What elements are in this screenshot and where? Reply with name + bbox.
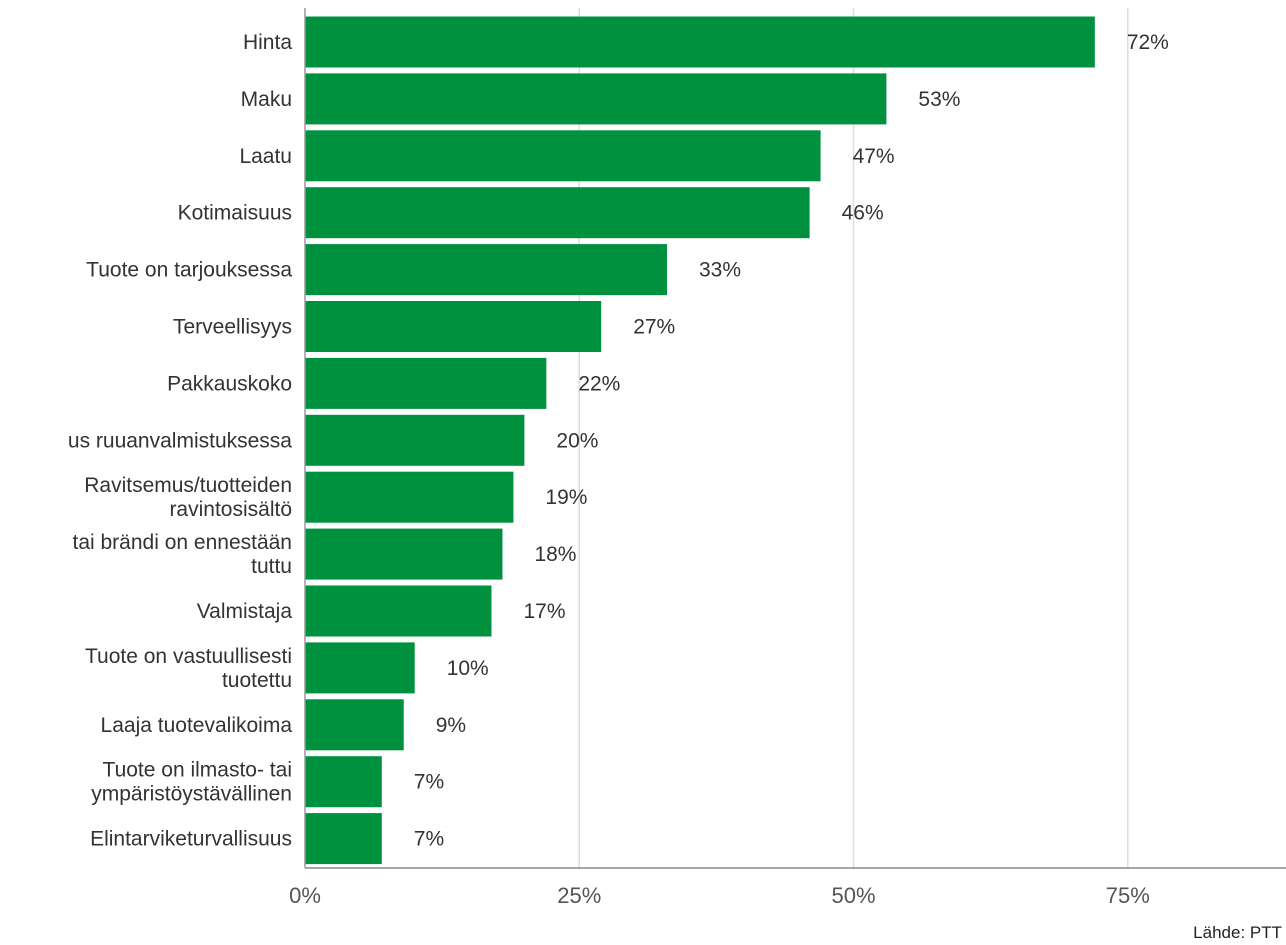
bar-13 bbox=[305, 756, 382, 808]
value-label-5: 27% bbox=[633, 316, 675, 339]
axis-layer: 0% 25% 50% 75% bbox=[289, 8, 1286, 908]
bar-7 bbox=[305, 414, 525, 466]
category-label-5: Terveellisyys bbox=[173, 316, 292, 339]
category-label-13: Tuote on ilmasto- tai ympäristöystävällin… bbox=[91, 759, 292, 806]
value-label-8: 19% bbox=[545, 486, 587, 509]
bar-6 bbox=[305, 357, 547, 409]
value-label-7: 20% bbox=[556, 429, 598, 452]
category-label-12: Laaja tuotevalikoima bbox=[101, 714, 293, 737]
bar-10 bbox=[305, 585, 492, 637]
value-label-3: 46% bbox=[842, 202, 884, 225]
value-label-4: 33% bbox=[699, 259, 741, 282]
category-label-1: Maku bbox=[241, 88, 292, 111]
value-label-12: 9% bbox=[436, 714, 466, 737]
category-label-2: Laatu bbox=[239, 145, 292, 168]
value-label-2: 47% bbox=[853, 145, 895, 168]
category-label-10: Valmistaja bbox=[197, 600, 293, 623]
x-tick-label-50: 50% bbox=[831, 883, 875, 908]
bar-9 bbox=[305, 528, 503, 580]
bar-3 bbox=[305, 187, 810, 239]
category-label-3: Kotimaisuus bbox=[178, 202, 292, 225]
bar-11 bbox=[305, 642, 415, 694]
value-label-13: 7% bbox=[414, 771, 444, 794]
x-tick-label-25: 25% bbox=[557, 883, 601, 908]
category-label-8: Ravitsemus/tuotteiden ravintosisältö bbox=[84, 474, 292, 521]
value-label-10: 17% bbox=[523, 600, 565, 623]
value-label-14: 7% bbox=[414, 828, 444, 851]
value-label-0: 72% bbox=[1127, 31, 1169, 54]
category-label-0: Hinta bbox=[243, 31, 292, 54]
x-tick-label-75: 75% bbox=[1106, 883, 1150, 908]
bar-2 bbox=[305, 130, 821, 182]
bar-8 bbox=[305, 471, 514, 523]
value-label-1: 53% bbox=[918, 88, 960, 111]
bar-5 bbox=[305, 301, 602, 352]
category-label-9: tai brändi on ennestään tuttu bbox=[72, 531, 292, 578]
value-label-6: 22% bbox=[578, 372, 620, 395]
label-layer: 72% Hinta 53% Maku 47% Laatu 46% Kotimaisuus 33%… bbox=[68, 31, 1169, 851]
x-tick-label-0: 0% bbox=[289, 883, 321, 908]
category-label-4: Tuote on tarjouksessa bbox=[86, 259, 292, 282]
category-label-11: Tuote on vastuullisesti tuotettu bbox=[85, 645, 292, 692]
category-label-14: Elintarviketurvallisuus bbox=[90, 828, 292, 851]
source-label: Lähde: PTT bbox=[1193, 923, 1282, 942]
category-label-6: Pakkauskoko bbox=[167, 372, 292, 395]
bar-14 bbox=[305, 813, 382, 865]
bar-layer bbox=[305, 16, 1095, 865]
bar-4 bbox=[305, 244, 668, 296]
category-label-7: us ruuanvalmistuksessa bbox=[68, 429, 292, 452]
bar-12 bbox=[305, 699, 404, 751]
value-label-11: 10% bbox=[447, 657, 489, 680]
bar-0 bbox=[305, 16, 1095, 68]
bar-1 bbox=[305, 73, 887, 125]
value-label-9: 18% bbox=[534, 543, 576, 566]
